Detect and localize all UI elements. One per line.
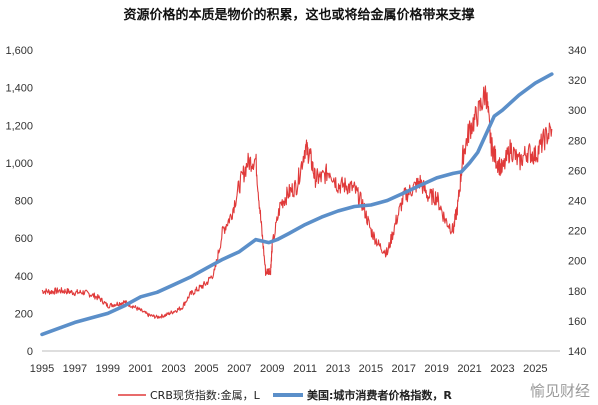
right-tick-label: 300 [568, 105, 586, 117]
right-axis-ticks: 140 160 180 200 220 240 260 280 300 320 340 [568, 45, 586, 358]
right-tick-label: 340 [568, 45, 586, 57]
right-tick-label: 280 [568, 135, 586, 147]
left-tick-label: 800 [15, 196, 33, 208]
left-axis-ticks: 0 200 400 600 800 1,000 1,200 1,400 1,600 [5, 45, 33, 358]
right-tick-label: 180 [568, 286, 586, 298]
right-tick-label: 140 [568, 346, 586, 358]
x-tick-label: 2017 [392, 363, 416, 375]
x-tick-label: 2021 [457, 363, 481, 375]
x-tick-label: 2001 [128, 363, 152, 375]
right-tick-label: 320 [568, 75, 586, 87]
right-tick-label: 160 [568, 316, 586, 328]
legend: CRB现货指数:金属，L 美国:城市消费者价格指数，R [118, 388, 452, 402]
left-tick-label: 400 [15, 271, 33, 283]
left-tick-label: 1,400 [5, 83, 33, 95]
series-layer [40, 72, 554, 337]
x-tick-label: 1999 [96, 363, 120, 375]
x-tick-label: 2015 [359, 363, 383, 375]
x-tick-label: 2003 [161, 363, 185, 375]
x-tick-label: 2025 [523, 363, 547, 375]
right-tick-label: 240 [568, 196, 586, 208]
left-tick-label: 1,600 [5, 45, 33, 57]
legend-label-crb: CRB现货指数:金属，L [150, 388, 261, 402]
watermark: 愉见财经 [530, 382, 590, 400]
x-tick-label: 2013 [326, 363, 350, 375]
x-tick-label: 2019 [424, 363, 448, 375]
x-tick-label: 1997 [63, 363, 87, 375]
chart-title: 资源价格的本质是物价的积累，这也或将给金属价格带来支撑 [123, 7, 474, 23]
right-tick-label: 200 [568, 256, 586, 268]
legend-label-cpi: 美国:城市消费者价格指数，R [307, 388, 452, 402]
right-tick-label: 220 [568, 226, 586, 238]
left-tick-label: 1,000 [5, 158, 33, 170]
x-tick-label: 2011 [293, 363, 317, 375]
left-tick-label: 200 [15, 308, 33, 320]
x-tick-label: 2023 [490, 363, 514, 375]
series-line-crb-metals [41, 85, 553, 319]
x-tick-label: 2009 [260, 363, 284, 375]
x-tick-label: 2007 [227, 363, 251, 375]
x-axis-ticks: 1995 1997 1999 2001 2003 2005 2007 2009 2011 2013… [30, 363, 548, 375]
right-tick-label: 260 [568, 165, 586, 177]
left-tick-label: 600 [15, 233, 33, 245]
x-tick-label: 1995 [30, 363, 54, 375]
series-line-us-cpi [40, 72, 554, 337]
left-tick-label: 1,200 [5, 120, 33, 132]
left-tick-label: 0 [27, 346, 33, 358]
x-tick-label: 2005 [194, 363, 218, 375]
